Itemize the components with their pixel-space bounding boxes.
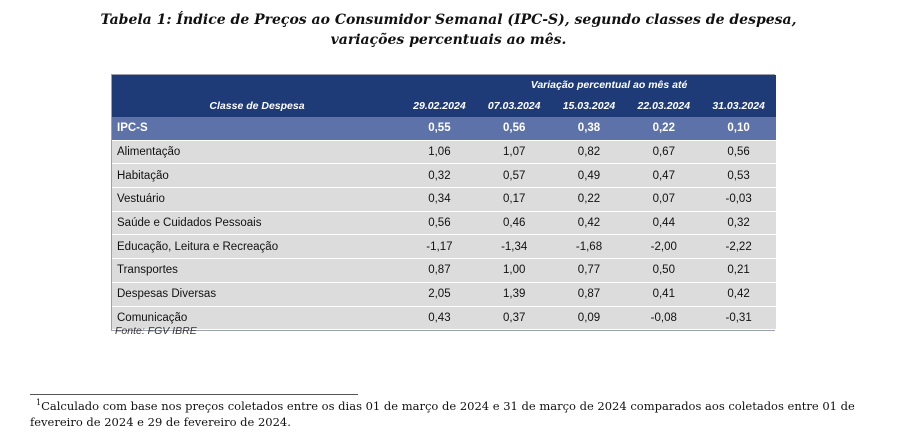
- cell-value: 0,67: [626, 140, 702, 165]
- cell-value: 0,47: [626, 163, 702, 189]
- cell-value: 0,87: [551, 282, 627, 307]
- cell-value: -1,68: [551, 234, 627, 260]
- ipcs-table: Classe de Despesa Variação percentual ao…: [112, 75, 777, 331]
- cell-value: 0,38: [551, 117, 627, 141]
- table-body: IPC-S 0,55 0,56 0,38 0,22 0,10 Alimentaç…: [112, 117, 777, 331]
- cell-value: 1,07: [476, 140, 552, 165]
- table-title: Tabela 1: Índice de Preços ao Consumidor…: [0, 10, 897, 50]
- date-header: 31.03.2024: [701, 95, 777, 117]
- footnote-marker: 1: [36, 398, 42, 408]
- table-row: Habitação 0,32 0,57 0,49 0,47 0,53: [112, 163, 777, 189]
- table-row: Transportes 0,87 1,00 0,77 0,50 0,21: [112, 258, 777, 283]
- title-line-1: Tabela 1: Índice de Preços ao Consumidor…: [0, 10, 897, 30]
- cell-value: 0,87: [402, 258, 477, 283]
- table-frame: Classe de Despesa Variação percentual ao…: [111, 74, 777, 332]
- row-label: Transportes: [112, 258, 402, 283]
- title-prefix: Tabela 1: [100, 12, 167, 28]
- cell-value: -2,22: [701, 234, 777, 260]
- row-label: Alimentação: [112, 140, 402, 165]
- ipcs-table-container: Classe de Despesa Variação percentual ao…: [111, 74, 777, 332]
- cell-value: 1,06: [402, 140, 477, 165]
- cell-value: 0,22: [551, 187, 627, 212]
- cell-value: -2,00: [626, 234, 702, 260]
- table-row: Vestuário 0,34 0,17 0,22 0,07 -0,03: [112, 187, 777, 212]
- cell-value: 0,41: [626, 282, 702, 307]
- date-header: 15.03.2024: [551, 95, 627, 117]
- cell-value: 0,34: [402, 187, 477, 212]
- cell-value: 0,07: [626, 187, 702, 212]
- cell-value: 0,56: [701, 140, 777, 165]
- row-label: Saúde e Cuidados Pessoais: [112, 211, 402, 236]
- footnote: 1Calculado com base nos preços coletados…: [30, 398, 875, 430]
- cell-value: 0,21: [701, 258, 777, 283]
- cell-value: -1,34: [476, 234, 552, 260]
- cell-value: 0,77: [551, 258, 627, 283]
- cell-value: 0,43: [402, 306, 477, 331]
- date-header: 22.03.2024: [626, 95, 702, 117]
- cell-value: 0,49: [551, 163, 627, 189]
- cell-value: 0,17: [476, 187, 552, 212]
- cell-value: 0,42: [551, 211, 627, 236]
- cell-value: 0,53: [701, 163, 777, 189]
- table-row: Alimentação 1,06 1,07 0,82 0,67 0,56: [112, 140, 777, 165]
- cell-value: 0,57: [476, 163, 552, 189]
- cell-value: 0,42: [701, 282, 777, 307]
- row-label: Vestuário: [112, 187, 402, 212]
- row-label: IPC-S: [112, 117, 402, 141]
- row-label: Comunicação: [112, 306, 402, 331]
- cell-value: 0,56: [402, 211, 477, 236]
- cell-value: -0,03: [701, 187, 777, 212]
- table-row: Saúde e Cuidados Pessoais 0,56 0,46 0,42…: [112, 211, 777, 236]
- cell-value: 0,44: [626, 211, 702, 236]
- date-header: 29.02.2024: [402, 95, 477, 117]
- date-header: 07.03.2024: [476, 95, 552, 117]
- table-header: Classe de Despesa Variação percentual ao…: [112, 75, 777, 117]
- row-label: Educação, Leitura e Recreação: [112, 234, 402, 260]
- cell-value: 1,39: [476, 282, 552, 307]
- table-row: Educação, Leitura e Recreação -1,17 -1,3…: [112, 234, 777, 260]
- cell-value: 0,32: [701, 211, 777, 236]
- cell-value: 0,55: [402, 117, 477, 141]
- table-row: Comunicação 0,43 0,37 0,09 -0,08 -0,31: [112, 306, 777, 331]
- table-source: Fonte: FGV IBRE: [115, 325, 197, 337]
- cell-value: 0,37: [476, 306, 552, 331]
- cell-value: -0,08: [626, 306, 702, 331]
- title-text: : Índice de Preços ao Consumidor Semanal…: [166, 12, 797, 28]
- group-header: Variação percentual ao mês até: [402, 75, 777, 95]
- row-label: Habitação: [112, 163, 402, 189]
- cell-value: 0,50: [626, 258, 702, 283]
- cell-value: 1,00: [476, 258, 552, 283]
- class-header: Classe de Despesa: [112, 75, 402, 117]
- table-row-ipcs: IPC-S 0,55 0,56 0,38 0,22 0,10: [112, 117, 777, 141]
- cell-value: -1,17: [402, 234, 477, 260]
- footnote-divider: [30, 394, 358, 395]
- footnote-text: Calculado com base nos preços coletados …: [30, 399, 855, 429]
- cell-value: 0,09: [551, 306, 627, 331]
- cell-value: 0,56: [476, 117, 552, 141]
- cell-value: 0,32: [402, 163, 477, 189]
- cell-value: 2,05: [402, 282, 477, 307]
- title-line-2: variações percentuais ao mês.: [330, 32, 567, 48]
- cell-value: 0,46: [476, 211, 552, 236]
- cell-value: -0,31: [701, 306, 777, 331]
- cell-value: 0,82: [551, 140, 627, 165]
- cell-value: 0,22: [626, 117, 702, 141]
- row-label: Despesas Diversas: [112, 282, 402, 307]
- table-row: Despesas Diversas 2,05 1,39 0,87 0,41 0,…: [112, 282, 777, 307]
- cell-value: 0,10: [701, 117, 777, 141]
